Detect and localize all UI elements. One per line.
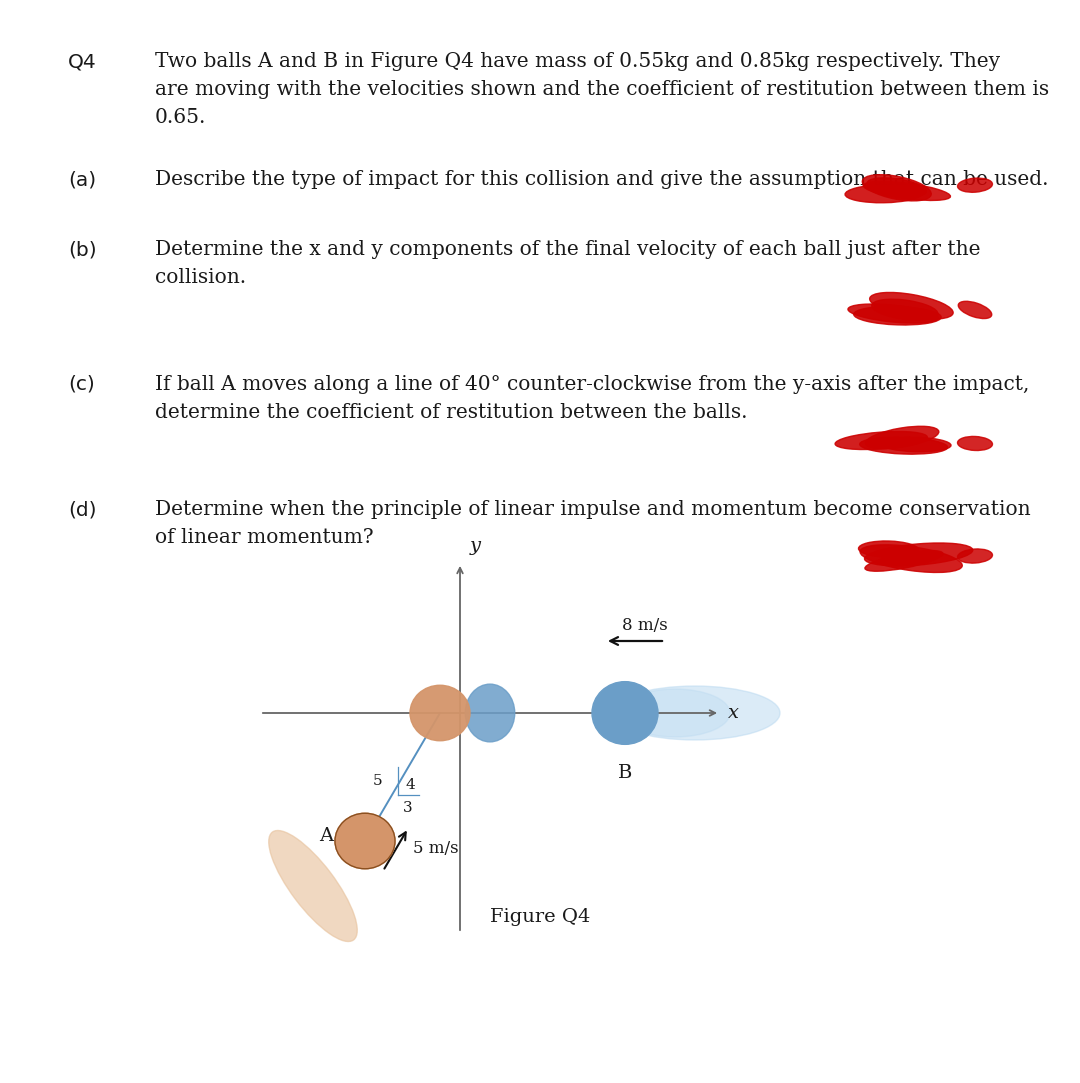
Text: Q4: Q4: [68, 52, 97, 71]
Ellipse shape: [860, 438, 947, 454]
Text: 0.65.: 0.65.: [156, 108, 206, 127]
Text: Determine when the principle of linear impulse and momentum become conservation: Determine when the principle of linear i…: [156, 500, 1030, 519]
Ellipse shape: [958, 178, 993, 193]
Ellipse shape: [410, 686, 470, 741]
Text: B: B: [618, 764, 632, 782]
Ellipse shape: [863, 182, 950, 200]
Ellipse shape: [880, 438, 951, 452]
Ellipse shape: [592, 681, 658, 744]
Ellipse shape: [958, 436, 993, 451]
Text: of linear momentum?: of linear momentum?: [156, 529, 374, 547]
Ellipse shape: [869, 292, 954, 319]
Text: Two balls A and B in Figure Q4 have mass of 0.55kg and 0.85kg respectively. They: Two balls A and B in Figure Q4 have mass…: [156, 52, 1000, 71]
Text: 8 m/s: 8 m/s: [622, 617, 667, 634]
Ellipse shape: [269, 831, 357, 941]
Text: (d): (d): [68, 500, 96, 519]
Text: collision.: collision.: [156, 268, 246, 287]
Ellipse shape: [620, 689, 730, 738]
Ellipse shape: [865, 543, 973, 566]
Ellipse shape: [835, 431, 928, 449]
Text: (b): (b): [68, 240, 96, 259]
Text: Determine the x and y components of the final velocity of each ball just after t: Determine the x and y components of the …: [156, 240, 981, 259]
Ellipse shape: [865, 427, 939, 448]
Text: 4: 4: [406, 778, 416, 792]
Ellipse shape: [865, 550, 943, 571]
Text: If ball A moves along a line of 40° counter-clockwise from the y-axis after the : If ball A moves along a line of 40° coun…: [156, 375, 1029, 394]
Text: (c): (c): [68, 375, 95, 394]
Text: y: y: [470, 537, 481, 554]
Text: Figure Q4: Figure Q4: [490, 908, 590, 926]
Ellipse shape: [860, 545, 962, 573]
Text: Describe the type of impact for this collision and give the assumption that can : Describe the type of impact for this col…: [156, 170, 1049, 190]
Ellipse shape: [862, 174, 931, 201]
Ellipse shape: [848, 304, 939, 323]
Text: determine the coefficient of restitution between the balls.: determine the coefficient of restitution…: [156, 403, 747, 422]
Text: 5 m/s: 5 m/s: [414, 839, 459, 857]
Text: 3: 3: [403, 801, 413, 815]
Ellipse shape: [958, 549, 993, 563]
Ellipse shape: [958, 301, 991, 318]
Text: (a): (a): [68, 170, 96, 190]
Ellipse shape: [845, 185, 922, 203]
Ellipse shape: [335, 813, 395, 869]
Text: are moving with the velocities shown and the coefficient of restitution between : are moving with the velocities shown and…: [156, 80, 1049, 99]
Ellipse shape: [610, 686, 780, 740]
Ellipse shape: [465, 684, 515, 742]
Ellipse shape: [853, 306, 941, 325]
Text: 5: 5: [374, 774, 382, 788]
Ellipse shape: [867, 178, 927, 197]
Text: x: x: [728, 704, 739, 722]
Ellipse shape: [872, 299, 937, 321]
Ellipse shape: [859, 542, 919, 558]
Text: A: A: [319, 827, 333, 845]
